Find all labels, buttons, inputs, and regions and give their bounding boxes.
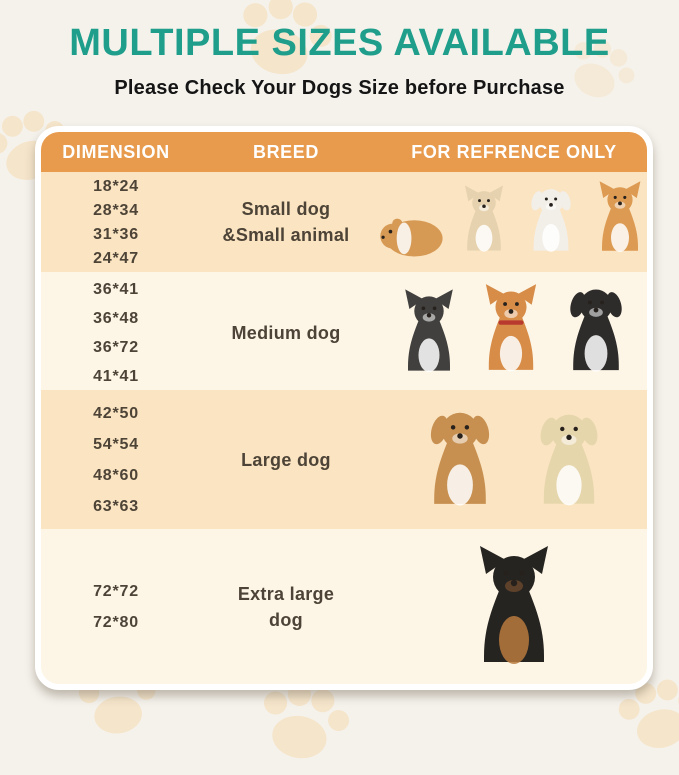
dimension-value: 31*36 xyxy=(93,225,139,243)
table-header-row: DIMENSION BREED FOR REFRENCE ONLY xyxy=(41,132,647,172)
dimension-value: 63*63 xyxy=(93,497,139,515)
dog-collar xyxy=(498,320,524,325)
doberman-image xyxy=(480,546,548,664)
french-bulldog-image xyxy=(405,289,453,372)
dimension-cell: 72*72 72*80 xyxy=(41,529,191,684)
dimension-value: 42*50 xyxy=(93,404,139,422)
reference-cell xyxy=(380,172,647,272)
breed-cell: Medium dog xyxy=(231,323,341,343)
chihuahua-image xyxy=(464,185,504,252)
dimension-value: 36*72 xyxy=(93,339,139,356)
dimension-value: 54*54 xyxy=(93,435,139,453)
breed-cell: Extra large dog xyxy=(237,583,335,630)
dimension-value: 72*72 xyxy=(93,582,139,600)
dimension-cell: 36*41 36*48 36*72 41*41 xyxy=(41,272,191,394)
column-header-breed: BREED xyxy=(252,141,319,162)
reference-cell xyxy=(381,390,647,529)
page-subtitle: Please Check Your Dogs Size before Purch… xyxy=(114,77,565,99)
dimension-cell: 42*50 54*54 48*60 63*63 xyxy=(41,390,191,529)
table-row-extra-large-dog: 72*72 72*80 Extra large dog xyxy=(41,529,647,684)
dimension-value: 48*60 xyxy=(93,466,139,484)
table-row-large-dog: 42*50 54*54 48*60 63*63 Large dog xyxy=(41,390,647,529)
dimension-value: 36*48 xyxy=(93,310,139,327)
border-collie-image xyxy=(567,289,625,372)
golden-retriever-image xyxy=(427,412,493,506)
corgi-image xyxy=(599,181,641,252)
table-row-medium-dog: 36*41 36*48 36*72 41*41 Medium dog xyxy=(41,272,647,390)
dimension-value: 18*24 xyxy=(93,177,139,195)
dimension-value: 41*41 xyxy=(93,368,139,385)
dimension-cell: 18*24 28*34 31*36 24*47 xyxy=(41,172,191,272)
shiba-inu-image xyxy=(485,284,537,372)
column-header-dimension: DIMENSION xyxy=(62,141,170,162)
dimension-value: 36*41 xyxy=(93,281,139,298)
reference-cell xyxy=(381,529,647,684)
dimension-value: 24*47 xyxy=(93,249,139,267)
size-table-card: DIMENSION BREED FOR REFRENCE ONLY 18*24 … xyxy=(35,126,653,690)
labrador-image xyxy=(537,414,601,506)
breed-cell: Small dog &Small animal xyxy=(222,199,350,245)
table-row-small-dog: 18*24 28*34 31*36 24*47 Small dog &Small… xyxy=(41,172,647,272)
guinea-pig-image xyxy=(380,218,443,257)
reference-cell xyxy=(381,272,647,394)
infographic-page: MULTIPLE SIZES AVAILABLE Please Check Yo… xyxy=(0,22,679,701)
dimension-value: 28*34 xyxy=(93,201,139,219)
bichon-frise-image xyxy=(529,189,573,252)
page-title: MULTIPLE SIZES AVAILABLE xyxy=(69,22,610,64)
dimension-value: 72*80 xyxy=(93,613,139,631)
breed-cell: Large dog xyxy=(241,449,331,470)
column-header-reference: FOR REFRENCE ONLY xyxy=(411,141,617,162)
